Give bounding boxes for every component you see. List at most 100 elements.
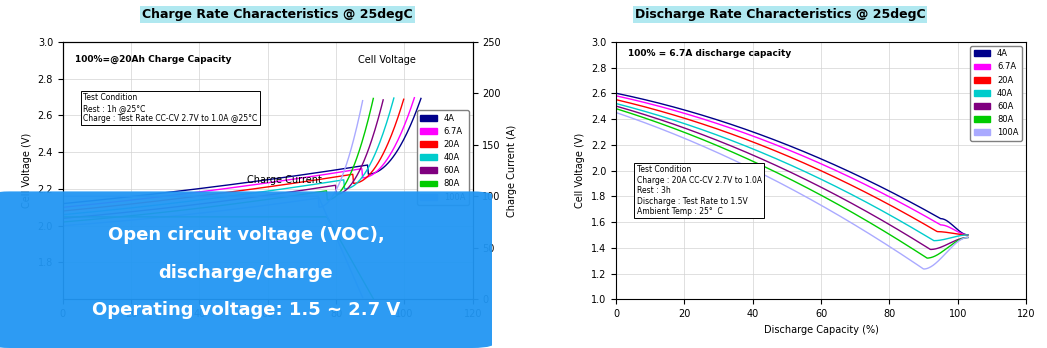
- 40A: [300, 183, 313, 188]
- 40A: [833, 187, 846, 191]
- 60A: [918, 244, 931, 248]
- Line: 80A: 80A: [63, 98, 374, 222]
- 6.7A: [788, 150, 801, 155]
- 100A: [918, 267, 931, 271]
- Text: Test Condition
Rest : 1h @25°C
Charge : Test Rate CC-CV 2.7V to 1.0A @25°C: Test Condition Rest : 1h @25°C Charge : …: [84, 93, 258, 123]
- 6.7A: [253, 182, 266, 186]
- 60A: [833, 195, 846, 199]
- Line: 60A: 60A: [617, 106, 967, 250]
- 60A: [251, 195, 264, 199]
- 6.7A: [610, 94, 623, 98]
- 6.7A: [833, 170, 846, 174]
- Text: Discharge Rate Characteristics @ 25degC: Discharge Rate Characteristics @ 25degC: [634, 8, 926, 21]
- 20A: [251, 186, 264, 190]
- 6.7A: [279, 178, 291, 182]
- 4A: [300, 172, 313, 176]
- Text: Open circuit voltage (VOC),: Open circuit voltage (VOC),: [108, 226, 384, 244]
- Y-axis label: Cell Voltage (V): Cell Voltage (V): [22, 133, 32, 208]
- 4A: [833, 165, 846, 169]
- 6.7A: [57, 205, 69, 209]
- Line: 6.7A: 6.7A: [617, 96, 967, 235]
- 4A: [393, 146, 405, 150]
- 6.7A: [814, 161, 826, 165]
- 100A: [610, 111, 623, 115]
- 80A: [610, 106, 623, 111]
- X-axis label: Discharge Capacity (%): Discharge Capacity (%): [763, 325, 878, 334]
- 40A: [610, 102, 623, 106]
- 100A: [279, 201, 291, 205]
- Line: 6.7A: 6.7A: [63, 98, 415, 207]
- 40A: [57, 213, 69, 217]
- 20A: [918, 222, 931, 226]
- Line: 60A: 60A: [63, 100, 383, 218]
- 100A: [57, 224, 69, 228]
- Legend: 4A, 6.7A, 20A, 40A, 60A, 80A, 100A: 4A, 6.7A, 20A, 40A, 60A, 80A, 100A: [417, 110, 469, 205]
- 60A: [610, 104, 623, 108]
- Line: 80A: 80A: [617, 109, 967, 258]
- 40A: [253, 190, 266, 194]
- Y-axis label: Cell Voltage (V): Cell Voltage (V): [576, 133, 585, 208]
- Text: 100% = 6.7A discharge capacity: 100% = 6.7A discharge capacity: [628, 49, 792, 58]
- 6.7A: [393, 136, 405, 140]
- 100A: [833, 214, 846, 218]
- 4A: [251, 179, 264, 183]
- Legend: 4A, 6.7A, 20A, 40A, 60A, 80A, 100A: 4A, 6.7A, 20A, 40A, 60A, 80A, 100A: [971, 46, 1022, 141]
- Text: Charge Rate Characteristics @ 25degC: Charge Rate Characteristics @ 25degC: [142, 8, 413, 21]
- Line: 40A: 40A: [617, 104, 967, 241]
- 4A: [790, 147, 803, 151]
- 60A: [253, 194, 266, 198]
- 40A: [918, 233, 931, 237]
- 6.7A: [251, 182, 264, 186]
- 40A: [251, 190, 264, 195]
- 60A: [57, 216, 69, 220]
- 20A: [57, 209, 69, 213]
- 80A: [814, 192, 826, 197]
- 6.7A: [790, 151, 803, 156]
- 4A: [610, 91, 623, 95]
- 4A: [253, 179, 266, 183]
- Text: Charge Current: Charge Current: [247, 175, 322, 185]
- 100A: [814, 202, 826, 206]
- Text: Cell Voltage: Cell Voltage: [358, 55, 416, 65]
- 100A: [251, 204, 264, 208]
- 20A: [790, 158, 803, 162]
- 40A: [279, 187, 291, 191]
- 20A: [788, 157, 801, 161]
- 100A: [300, 198, 313, 202]
- 80A: [833, 203, 846, 207]
- Text: Test Condition
Charge : 20A CC-CV 2.7V to 1.0A
Rest : 3h
Discharge : Test Rate t: Test Condition Charge : 20A CC-CV 2.7V t…: [637, 165, 762, 216]
- 80A: [251, 199, 264, 203]
- 6.7A: [300, 175, 313, 179]
- Line: 20A: 20A: [63, 99, 404, 211]
- 20A: [300, 179, 313, 183]
- 60A: [814, 184, 826, 189]
- Line: 100A: 100A: [63, 101, 362, 226]
- 20A: [610, 98, 623, 102]
- 4A: [788, 146, 801, 150]
- 20A: [279, 182, 291, 187]
- 100A: [253, 204, 266, 208]
- 20A: [814, 168, 826, 172]
- Text: discharge/charge: discharge/charge: [159, 264, 333, 282]
- Line: 20A: 20A: [617, 100, 967, 235]
- Line: 40A: 40A: [63, 98, 394, 215]
- 4A: [279, 175, 291, 180]
- 60A: [300, 188, 313, 192]
- 20A: [253, 186, 266, 190]
- Line: 4A: 4A: [63, 98, 421, 204]
- Line: 100A: 100A: [617, 113, 967, 269]
- FancyBboxPatch shape: [0, 191, 497, 348]
- 4A: [918, 207, 931, 212]
- 80A: [790, 181, 803, 185]
- 80A: [918, 254, 931, 258]
- 20A: [833, 177, 846, 182]
- 80A: [300, 192, 313, 196]
- Y-axis label: Charge Current (A): Charge Current (A): [507, 124, 516, 217]
- 80A: [788, 179, 801, 183]
- 40A: [788, 165, 801, 169]
- 60A: [788, 172, 801, 176]
- 100A: [790, 190, 803, 194]
- Text: 100%=@20Ah Charge Capacity: 100%=@20Ah Charge Capacity: [75, 55, 231, 64]
- 40A: [790, 166, 803, 170]
- 80A: [253, 198, 266, 203]
